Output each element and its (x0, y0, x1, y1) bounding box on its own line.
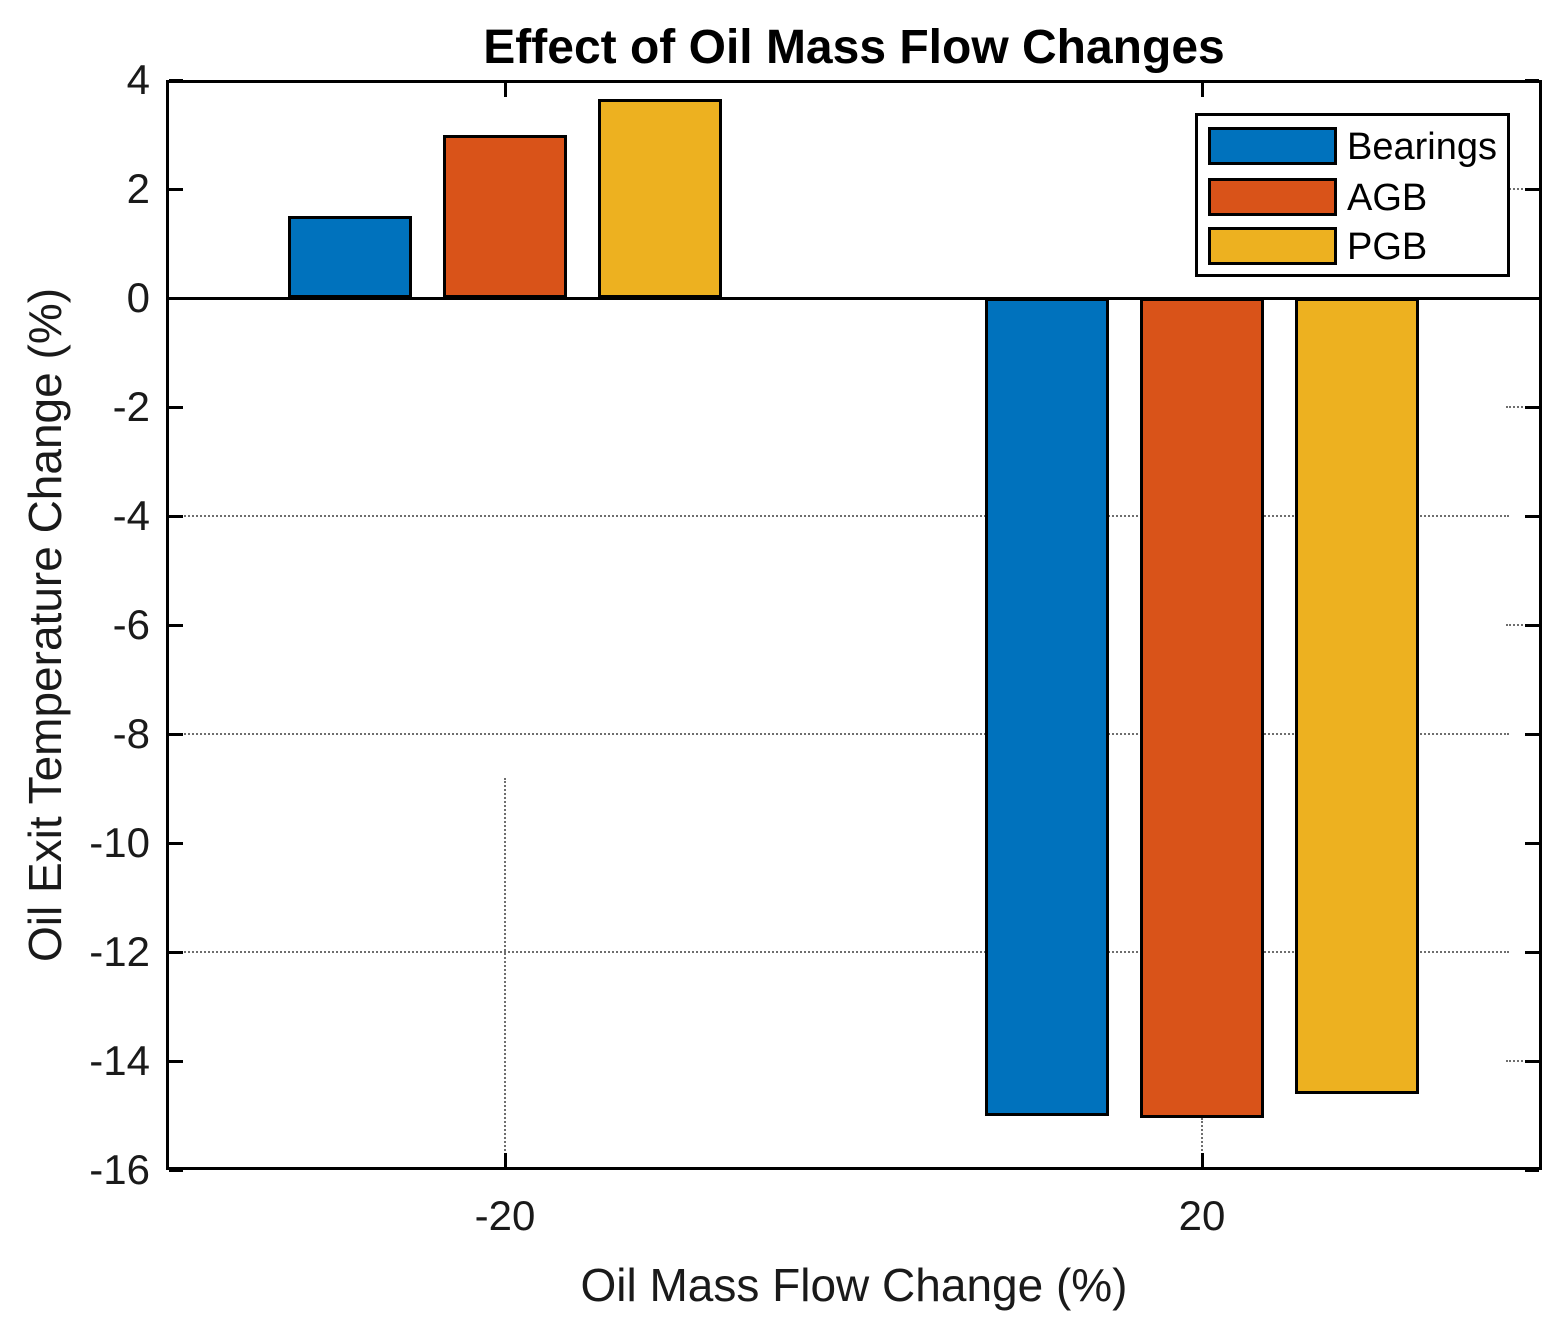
y-tick-right (1525, 841, 1539, 845)
x-tick-top (503, 83, 507, 97)
zero-baseline (166, 296, 1542, 300)
y-tick-label: -16 (89, 1146, 150, 1193)
y-tick-right (1525, 296, 1539, 300)
legend-label-agb: AGB (1347, 177, 1428, 219)
y-tick-right (1525, 187, 1539, 191)
y-tick-right (1525, 1059, 1539, 1063)
y-tick-label: 0 (126, 274, 150, 321)
gridline-y-12 (169, 951, 1509, 953)
y-tick-right (1525, 514, 1539, 518)
gridline-stub-y-6 (1506, 624, 1539, 626)
gridline-x-20 (504, 777, 506, 1167)
gridline-y-4 (169, 515, 1509, 517)
y-tick-label: 4 (126, 56, 150, 103)
bar-bearings-20 (985, 298, 1109, 1116)
x-tick-label: 20 (1178, 1192, 1226, 1239)
legend-swatch-agb (1208, 178, 1337, 216)
x-axis-label: Oil Mass Flow Change (%) (580, 1259, 1128, 1311)
y-tick-right (1525, 623, 1539, 627)
bar-agb--20 (443, 134, 567, 298)
y-tick-left (169, 514, 183, 518)
legend-swatch-pgb (1208, 227, 1337, 265)
gridline-x20 (1201, 1118, 1203, 1167)
x-tick-label: -20 (474, 1192, 536, 1239)
y-tick-label: -8 (112, 710, 150, 757)
gridline-y-8 (169, 733, 1509, 735)
legend-label-pgb: PGB (1347, 226, 1428, 268)
y-tick-label: -12 (89, 928, 150, 975)
bar-bearings--20 (288, 216, 412, 298)
y-tick-left (169, 1168, 183, 1172)
legend-swatch-bearings (1208, 127, 1337, 165)
y-tick-left (169, 296, 183, 300)
y-tick-right (1525, 732, 1539, 736)
x-tick-bottom (1200, 1153, 1204, 1167)
gridline-stub-y-2 (1506, 406, 1539, 408)
bar-pgb-20 (1295, 298, 1419, 1094)
y-tick-right (1525, 405, 1539, 409)
y-tick-label: -10 (89, 819, 150, 866)
bar-pgb--20 (598, 99, 722, 298)
x-tick-bottom (503, 1153, 507, 1167)
y-tick-left (169, 732, 183, 736)
y-tick-right (1525, 950, 1539, 954)
y-tick-left (169, 623, 183, 627)
chart-title: Effect of Oil Mass Flow Changes (483, 21, 1225, 74)
y-tick-label: 2 (126, 165, 150, 212)
y-tick-right (1525, 78, 1539, 82)
y-tick-left (169, 841, 183, 845)
legend: Bearings AGB PGB (1195, 113, 1510, 277)
y-tick-right (1525, 1168, 1539, 1172)
y-tick-left (169, 78, 183, 82)
y-tick-left (169, 187, 183, 191)
y-tick-label: -6 (112, 601, 150, 648)
y-tick-label: -14 (89, 1037, 150, 1084)
y-tick-label: -4 (112, 492, 150, 539)
gridline-stub-y-14 (1506, 1060, 1539, 1062)
y-tick-left (169, 1059, 183, 1063)
gridline-stub-y2 (1506, 188, 1539, 190)
y-tick-left (169, 405, 183, 409)
y-tick-label: -2 (112, 383, 150, 430)
y-axis-label: Oil Exit Temperature Change (%) (19, 287, 71, 963)
legend-label-bearings: Bearings (1347, 126, 1497, 168)
y-tick-left (169, 950, 183, 954)
x-tick-top (1200, 83, 1204, 97)
bar-agb-20 (1140, 298, 1264, 1119)
